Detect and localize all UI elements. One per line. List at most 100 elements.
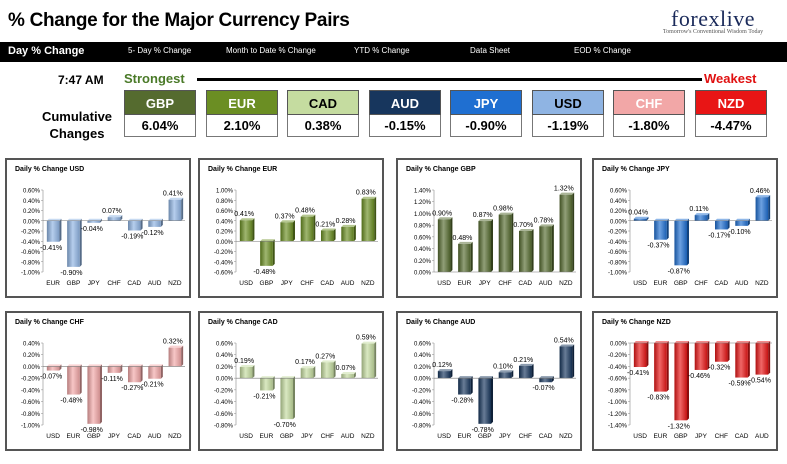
bar-value-label: -0.07% [532,385,554,392]
bar-top [714,218,730,221]
nav-day-change[interactable]: Day % Change [8,45,85,57]
cumulative-changes-label: Cumulative Changes [41,109,113,141]
nav-eod-change[interactable]: EOD % Change [574,46,631,55]
bar [694,215,708,221]
bar-side [272,239,275,266]
nav-month-to-date[interactable]: Month to Date % Change [226,46,316,55]
chart-panel-usd: Daily % Change USD 0.60% 0.40% 0.20% 0.00% -0… [5,158,191,298]
bar-side [727,218,730,230]
y-tick-label: 0.60% [23,189,41,195]
bar [714,343,728,362]
bar-side [333,360,336,379]
forexlive-logo[interactable]: forexlive Tomorrow's Conventional Wisdom… [648,6,778,40]
x-category-label: NZD [559,280,573,287]
x-category-label: USD [437,433,451,440]
bar-side [79,218,82,267]
bar-top [127,218,143,221]
currency-box-usd: USD -1.19% [532,90,604,138]
bar-value-label: -0.11% [101,376,123,383]
nav-ytd-change[interactable]: YTD % Change [354,46,410,55]
y-tick-label: -0.60% [214,412,234,418]
page-title: % Change for the Major Currency Pairs [8,10,350,31]
bar-top [559,344,575,347]
y-tick-label: 1.40% [414,189,432,195]
bar-value-label: 0.27% [315,353,335,360]
y-tick-label: -0.40% [608,365,628,371]
y-tick-label: -0.20% [21,377,41,383]
x-category-label: NZD [168,280,182,287]
bar-side [59,218,62,242]
bar-value-label: 0.19% [234,358,254,365]
bar [498,372,512,379]
bar [239,367,253,379]
y-tick-label: -0.20% [608,353,628,359]
bar-side [646,216,649,221]
y-tick-label: -0.80% [608,260,628,266]
bar [67,220,80,267]
x-category-label: CAD [518,280,532,287]
bar-value-label: -0.21% [253,393,275,400]
bar-value-label: -0.48% [60,398,82,405]
bar-value-label: 0.11% [689,206,708,213]
x-category-label: NZD [559,433,573,440]
bar-top [239,365,255,368]
y-tick-label: -0.60% [21,400,41,406]
bar-value-label: -1.32% [668,423,690,430]
bar [633,343,647,368]
bar-top [260,376,275,379]
bar-side [551,376,554,383]
bar-top [341,224,356,227]
bar-top [148,364,163,367]
bar [518,231,532,272]
y-tick-label: -0.20% [412,388,432,394]
y-tick-label: -0.40% [608,240,628,246]
currency-box-chf: CHF -1.80% [613,90,685,138]
y-tick-label: -0.60% [412,412,432,418]
bar-top [46,364,62,367]
bar-side [333,228,336,242]
y-tick-label: -0.20% [214,388,234,394]
currency-cumulative-value: -4.47% [695,115,767,137]
y-tick-label: 1.20% [414,200,432,206]
bar-value-label: 0.10% [493,363,513,370]
bar-side [707,213,710,221]
bar-value-label: 0.41% [234,211,254,218]
y-tick-label: 0.60% [216,209,234,215]
bar-top [320,360,336,363]
bar-side [666,341,669,392]
y-tick-label: 0.40% [216,353,234,359]
chart-eur: 1.00% 0.80% 0.60% 0.40% 0.20% 0.00% -0.20% -0.4… [214,189,378,287]
bar [674,343,688,421]
bar [498,214,512,272]
bar [559,194,573,272]
x-category-label: USD [239,280,253,287]
bar [127,220,141,231]
bar-top [674,218,690,221]
bar-top [755,341,771,343]
bar-top [437,369,453,372]
bar-top [539,224,554,227]
bar-value-label: 0.21% [315,221,335,228]
currency-cumulative-value: -0.15% [369,115,441,137]
bar-value-label: -0.46% [688,373,710,380]
x-category-label: CHF [715,433,728,440]
bar-top [168,197,184,200]
currency-code: EUR [206,90,278,115]
bar-value-label: -0.78% [472,427,494,434]
currency-cumulative-value: -1.19% [532,115,604,137]
x-category-label: EUR [458,433,472,440]
x-category-label: AUD [148,280,162,287]
y-tick-label: 0.00% [610,342,628,348]
y-tick-label: 0.00% [23,365,41,371]
currency-code: AUD [369,90,441,115]
y-tick-label: -0.60% [608,250,628,256]
x-category-label: JPY [301,433,314,440]
bar [539,378,552,383]
x-category-label: CHF [321,433,334,440]
x-category-label: USD [633,433,647,440]
nav-5day-change[interactable]: 5- Day % Change [128,46,192,55]
nav-data-sheet[interactable]: Data Sheet [470,46,511,55]
bar [478,221,492,272]
bar-side [450,217,453,272]
y-tick-label: -0.80% [21,412,41,418]
